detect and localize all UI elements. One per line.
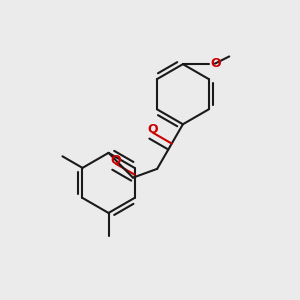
Text: O: O	[110, 154, 121, 167]
Text: O: O	[211, 57, 221, 70]
Text: O: O	[147, 123, 158, 136]
